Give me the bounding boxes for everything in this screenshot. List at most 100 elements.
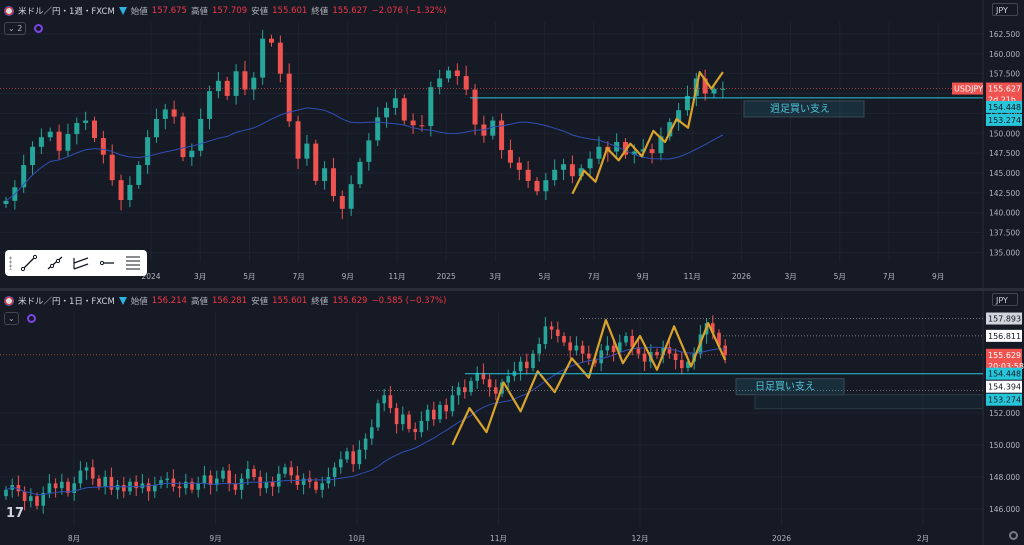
candle [3, 200, 9, 204]
price-tick-label: 146.000 [989, 505, 1020, 514]
time-tick-label: 11月 [684, 272, 701, 281]
moving-average-line [5, 107, 724, 202]
candle [84, 467, 89, 471]
pin-icon[interactable] [118, 297, 127, 305]
indicator-toggle[interactable]: ⌄ 2 [4, 22, 27, 35]
daily-support-label: 日足買い支え [755, 381, 815, 393]
candle [472, 89, 478, 125]
daily-chart-canvas[interactable]: 152.000 150.000 148.000 146.000 8月 9月 10月 11月 12… [0, 290, 1024, 545]
candle [580, 345, 585, 354]
time-tick-label: 3月 [194, 272, 206, 281]
candle [499, 120, 505, 150]
candle [202, 475, 207, 484]
candle [65, 134, 71, 151]
weekly-support-box [743, 100, 865, 118]
indicator-icon[interactable] [34, 24, 44, 33]
candle [53, 483, 58, 489]
candle [552, 169, 558, 181]
weekly-low-price-tag: 153.274 [988, 116, 1021, 125]
weekly-subheader: ⌄ 2 [4, 22, 44, 35]
candle [419, 420, 424, 433]
indicator-toggle[interactable]: ⌄ [4, 312, 19, 325]
weekly-support-price-tag: 154.448 [988, 103, 1021, 112]
moving-average-line [5, 346, 726, 496]
candle [221, 470, 225, 479]
time-tick-label: 5月 [538, 272, 550, 281]
daily-support-zone [754, 394, 984, 410]
candle [410, 120, 416, 126]
candle [401, 98, 407, 121]
candle [568, 342, 572, 351]
candle [122, 484, 126, 492]
horizontal-ray-icon[interactable] [98, 254, 116, 272]
daily-currency-label: JPY [996, 296, 1008, 305]
candle [189, 150, 195, 158]
panel-divider[interactable] [0, 288, 1024, 291]
candle [301, 478, 306, 485]
candle [618, 342, 622, 353]
candle [506, 376, 510, 383]
daily-symbol-title[interactable]: 米ドル／円・1日・FXCM [18, 297, 115, 307]
indicator-icon[interactable] [26, 314, 36, 323]
candle [134, 481, 138, 489]
price-tick-label: 142.500 [989, 189, 1020, 198]
candle [596, 146, 602, 159]
candle [463, 76, 469, 90]
weekly-symbol-title[interactable]: 米ドル／円・1週・FXCM [18, 7, 115, 17]
candle [330, 168, 336, 197]
open-value: 156.214 [151, 296, 187, 306]
candle [332, 467, 337, 477]
weekly-price-badge: 155.627 [988, 85, 1021, 94]
candle [640, 149, 646, 152]
candle [233, 71, 239, 96]
candle [518, 361, 523, 372]
pin-icon[interactable] [118, 7, 127, 15]
daily-mid-tag-bg [986, 329, 1022, 342]
time-tick-label: 11月 [388, 272, 405, 281]
candle [196, 483, 200, 490]
candle [145, 137, 151, 166]
candle [83, 120, 89, 123]
candle [21, 165, 27, 188]
time-tick-label: 2026 [772, 534, 791, 543]
price-tick-label: 160.000 [989, 50, 1020, 59]
parallel-channel-icon[interactable] [72, 254, 90, 272]
candle [313, 143, 319, 181]
candle [251, 77, 257, 90]
candle [636, 347, 641, 354]
time-tick-label: 2026 [732, 272, 751, 281]
candle [578, 168, 584, 177]
tradingview-logo[interactable]: 17 [6, 506, 25, 521]
candle [246, 468, 250, 479]
daily-chart-panel[interactable]: 152.000 150.000 148.000 146.000 8月 9月 10月 11月 12… [0, 290, 1024, 545]
trend-line-icon[interactable] [20, 254, 38, 272]
candle [260, 38, 266, 78]
weekly-countdown-badge: 2d 21h [988, 96, 1016, 105]
weekly-chart-panel[interactable]: 162.500160.000157.500155.000152.500150.0… [0, 0, 1024, 290]
candle [339, 196, 345, 209]
candle [587, 158, 593, 169]
time-tick-label: 8月 [68, 534, 80, 543]
candle [264, 481, 269, 489]
candle [357, 161, 363, 185]
candle [363, 438, 368, 450]
candle [543, 326, 548, 345]
candle [136, 165, 142, 185]
weekly-currency-select[interactable]: JPY [992, 3, 1018, 16]
candle [162, 109, 168, 119]
price-tick-label: 152.000 [989, 409, 1020, 418]
drag-grip-icon[interactable] [9, 256, 12, 270]
fib-lines-icon[interactable] [124, 254, 142, 272]
settings-gear-icon[interactable] [1009, 531, 1018, 540]
candle [516, 162, 522, 170]
daily-currency-select[interactable]: JPY [992, 293, 1018, 306]
candle [556, 329, 560, 337]
change-value: −0.585 (−0.37%) [371, 296, 447, 306]
candle [392, 98, 398, 108]
candle [97, 478, 101, 487]
weekly-chart-canvas[interactable]: 162.500160.000157.500155.000152.500150.0… [0, 0, 1024, 290]
candle [207, 91, 213, 119]
time-tick-label: 7月 [292, 272, 304, 281]
ray-icon[interactable] [46, 254, 64, 272]
candle [153, 118, 159, 138]
